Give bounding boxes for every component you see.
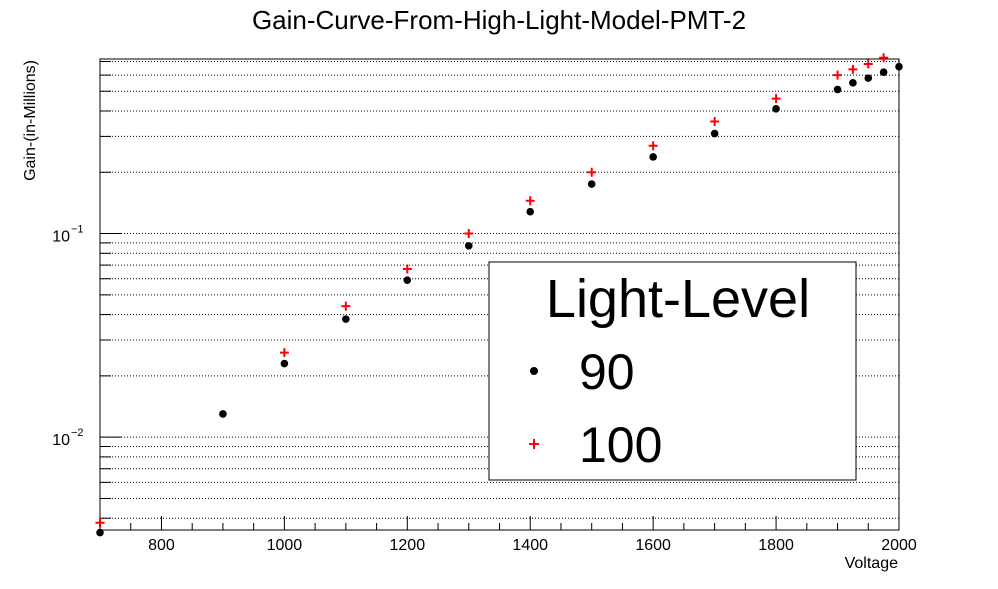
legend-box [488, 261, 857, 481]
y-tick-label: 10 [52, 432, 70, 449]
point-100 [341, 301, 351, 311]
point-100 [525, 196, 535, 206]
legend-marker-90 [530, 367, 538, 375]
point-90 [849, 79, 857, 87]
point-90 [864, 74, 873, 82]
point-100 [863, 59, 873, 69]
x-axis: 800 1000 1200 1400 1600 1800 2000 [99, 516, 917, 554]
y-axis-label: Gain-(in-Millions) [22, 60, 39, 181]
point-100 [587, 167, 597, 177]
legend-label-100: 100 [579, 417, 662, 473]
y-tick-label-exponent: −2 [71, 427, 84, 439]
x-axis-label: Voltage [845, 555, 898, 572]
point-100 [464, 229, 474, 239]
point-100 [879, 53, 889, 63]
x-tick-label: 800 [148, 537, 175, 554]
x-tick-label: 1200 [390, 537, 426, 554]
point-100 [95, 518, 105, 528]
point-90 [587, 180, 596, 188]
y-tick-label: 10 [52, 229, 70, 246]
y-tick-label-exponent: −1 [71, 224, 84, 236]
legend: Light-Level 90 100 [488, 261, 857, 481]
point-90 [772, 104, 780, 113]
point-100 [648, 141, 658, 151]
point-90 [464, 242, 473, 250]
x-tick-label: 1800 [758, 537, 794, 554]
point-100 [402, 264, 412, 274]
point-90 [526, 207, 535, 216]
point-90 [879, 68, 888, 77]
data-points [95, 53, 903, 537]
point-90 [219, 410, 227, 418]
legend-marker-100 [529, 439, 539, 449]
point-90 [833, 85, 842, 94]
chart-title: Gain-Curve-From-High-Light-Model-PMT-2 [252, 5, 746, 35]
point-90 [96, 528, 104, 537]
point-90 [895, 62, 903, 71]
point-90 [710, 129, 719, 138]
point-90 [342, 315, 350, 323]
point-90 [649, 153, 657, 161]
point-100 [771, 94, 781, 104]
x-tick-label: 1600 [635, 537, 671, 554]
point-100 [710, 117, 720, 127]
point-100 [279, 348, 289, 358]
point-100 [848, 64, 858, 74]
legend-label-90: 90 [579, 344, 635, 400]
x-tick-label: 1000 [267, 537, 303, 554]
x-tick-label: 1400 [512, 537, 548, 554]
x-tick-label: 2000 [881, 537, 917, 554]
point-90 [280, 359, 289, 368]
y-axis: 10−110−2 [52, 60, 122, 519]
point-90 [403, 276, 412, 285]
legend-title: Light-Level [546, 269, 810, 329]
point-100 [833, 70, 843, 80]
